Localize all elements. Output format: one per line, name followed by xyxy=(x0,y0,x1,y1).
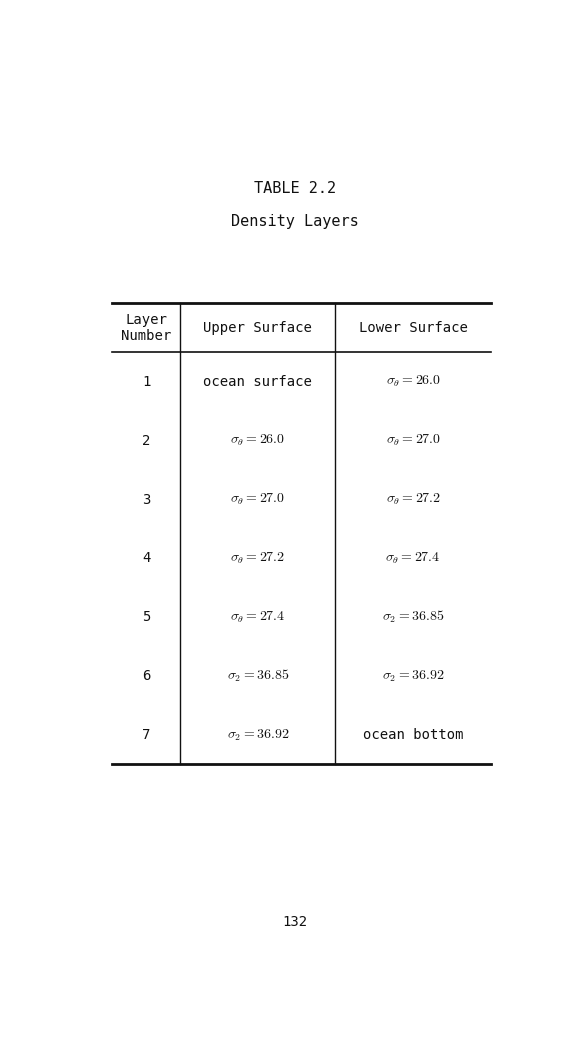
Text: 4: 4 xyxy=(142,551,150,565)
Text: Density Layers: Density Layers xyxy=(231,213,359,229)
Text: ocean bottom: ocean bottom xyxy=(363,729,463,742)
Text: $\sigma_{2} = 36.92$: $\sigma_{2} = 36.92$ xyxy=(227,727,289,742)
Text: $\sigma_{2} = 36.85$: $\sigma_{2} = 36.85$ xyxy=(382,610,444,626)
Text: Upper Surface: Upper Surface xyxy=(204,321,312,335)
Text: 7: 7 xyxy=(142,729,150,742)
Text: $\sigma_{\theta} = 27.2$: $\sigma_{\theta} = 27.2$ xyxy=(230,551,285,566)
Text: $\sigma_{\theta} = 27.0$: $\sigma_{\theta} = 27.0$ xyxy=(230,492,285,508)
Text: $\sigma_{\theta} = 27.4$: $\sigma_{\theta} = 27.4$ xyxy=(230,610,286,624)
Text: $\sigma_{\theta} = 26.0$: $\sigma_{\theta} = 26.0$ xyxy=(386,374,440,390)
Text: $\sigma_{\theta} = 27.0$: $\sigma_{\theta} = 27.0$ xyxy=(386,433,440,448)
Text: $\sigma_{\theta} = 27.4$: $\sigma_{\theta} = 27.4$ xyxy=(385,551,441,566)
Text: TABLE 2.2: TABLE 2.2 xyxy=(254,182,336,196)
Text: $\sigma_{2} = 36.92$: $\sigma_{2} = 36.92$ xyxy=(382,668,444,684)
Text: 5: 5 xyxy=(142,611,150,624)
Text: 3: 3 xyxy=(142,493,150,507)
Text: $\sigma_{2} = 36.85$: $\sigma_{2} = 36.85$ xyxy=(227,668,289,684)
Text: 6: 6 xyxy=(142,669,150,683)
Text: 1: 1 xyxy=(142,375,150,389)
Text: $\sigma_{\theta} = 26.0$: $\sigma_{\theta} = 26.0$ xyxy=(230,433,285,448)
Text: 132: 132 xyxy=(282,915,307,929)
Text: $\sigma_{\theta} = 27.2$: $\sigma_{\theta} = 27.2$ xyxy=(385,492,440,508)
Text: Lower Surface: Lower Surface xyxy=(359,321,467,335)
Text: Layer
Number: Layer Number xyxy=(121,312,171,343)
Text: 2: 2 xyxy=(142,433,150,448)
Text: ocean surface: ocean surface xyxy=(204,375,312,389)
